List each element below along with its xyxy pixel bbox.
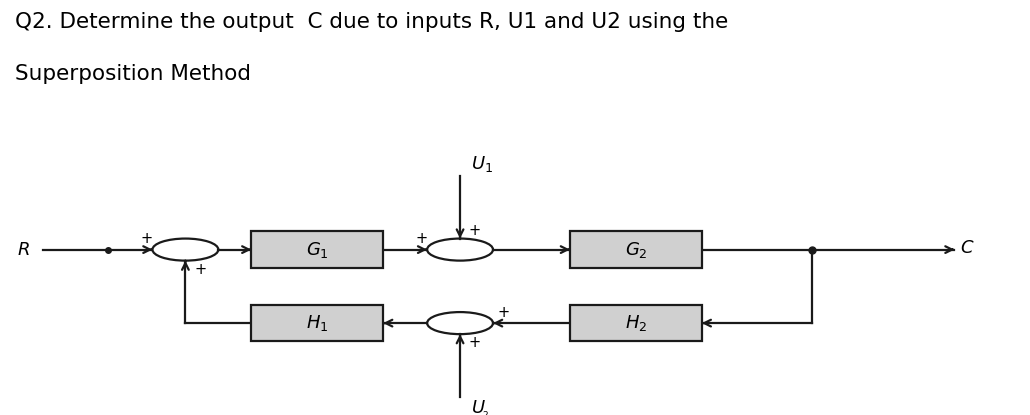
Text: $H_1$: $H_1$ xyxy=(306,313,329,333)
Text: $U_1$: $U_1$ xyxy=(471,154,493,174)
Text: $R$: $R$ xyxy=(16,241,30,259)
Text: Superposition Method: Superposition Method xyxy=(15,64,251,84)
Text: +: + xyxy=(497,305,510,320)
Text: $C$: $C$ xyxy=(960,239,974,257)
Text: +: + xyxy=(469,223,481,238)
Text: +: + xyxy=(415,231,427,246)
Text: $G_1$: $G_1$ xyxy=(306,239,329,260)
Bar xyxy=(251,231,383,268)
Text: Q2. Determine the output  C due to inputs R, U1 and U2 using the: Q2. Determine the output C due to inputs… xyxy=(15,12,728,32)
Text: +: + xyxy=(195,262,206,278)
Text: $H_2$: $H_2$ xyxy=(625,313,647,333)
Bar xyxy=(570,231,701,268)
Text: +: + xyxy=(469,335,481,350)
Bar xyxy=(570,305,701,342)
Text: $G_2$: $G_2$ xyxy=(624,239,647,260)
Bar xyxy=(251,305,383,342)
Text: +: + xyxy=(141,231,153,246)
Text: $U_{\!_2}$: $U_{\!_2}$ xyxy=(471,398,489,415)
